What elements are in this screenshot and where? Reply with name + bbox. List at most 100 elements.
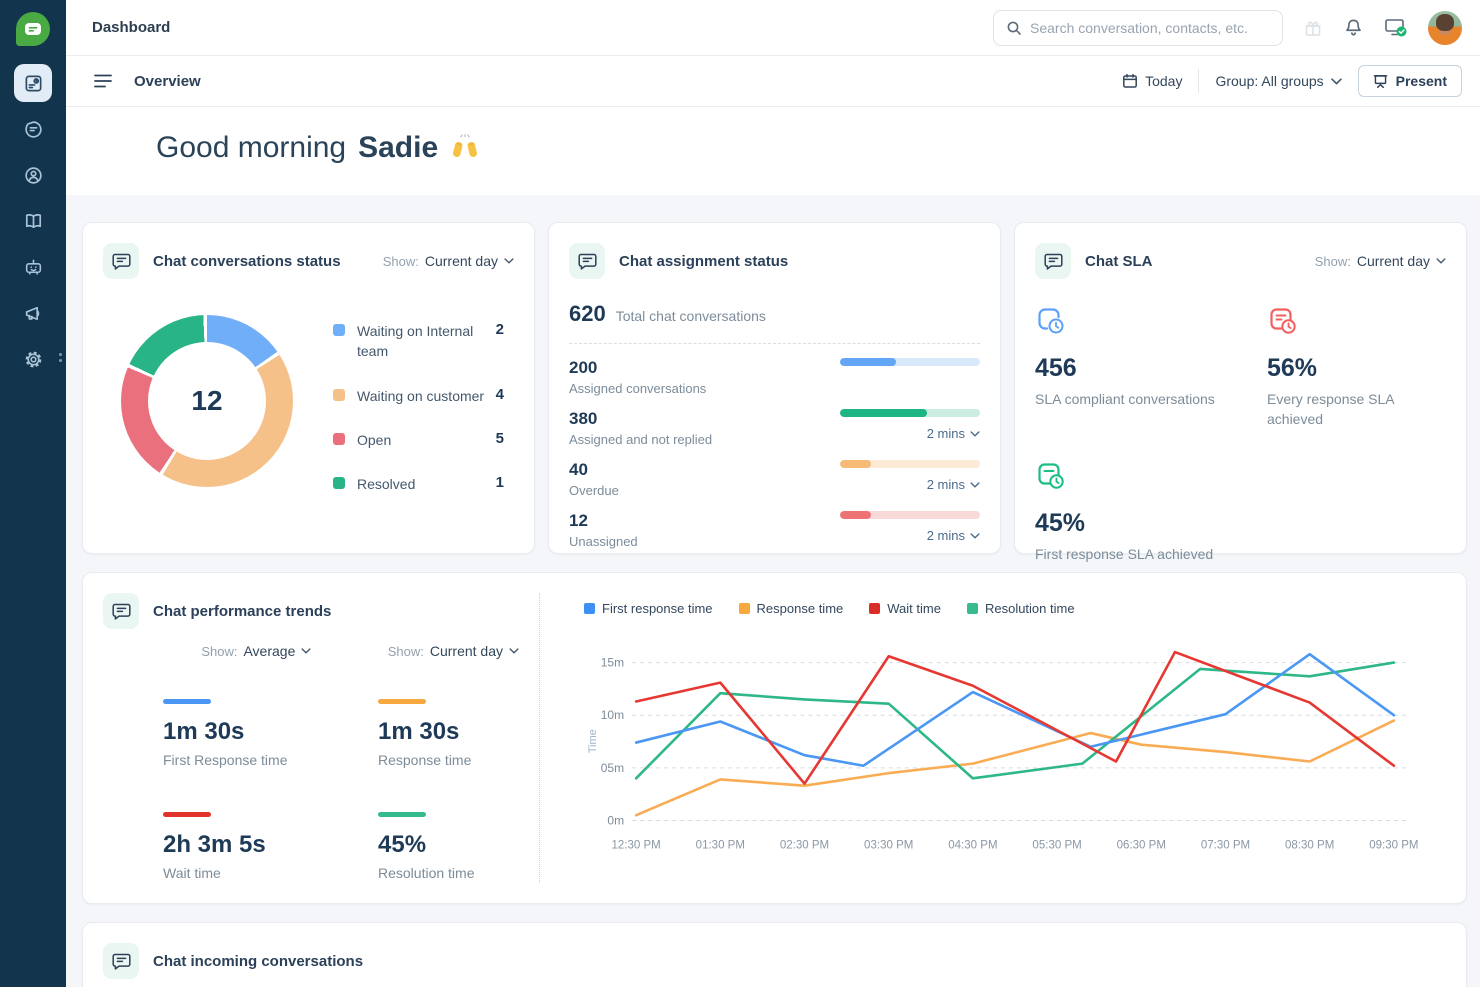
stat-color-dash — [378, 812, 426, 817]
svg-text:10m: 10m — [601, 708, 624, 722]
mins-dropdown[interactable]: 2 mins — [927, 528, 980, 543]
legend-item: Resolved 1 — [333, 474, 514, 494]
raising-hands-icon — [453, 134, 478, 157]
svg-text:15m: 15m — [601, 656, 624, 670]
svg-text:05:30 PM: 05:30 PM — [1032, 840, 1081, 852]
legend-swatch — [333, 324, 345, 336]
section-title: Overview — [134, 72, 201, 90]
status-show-dropdown[interactable]: Show: Current day — [383, 253, 514, 269]
chat-assignment-status-card: Chat assignment status 620 Total chat co… — [548, 222, 1001, 554]
bot-icon — [25, 259, 41, 275]
chevron-down-icon — [970, 532, 980, 539]
search-icon — [1007, 21, 1021, 35]
legend-item: Waiting on Internal team 2 — [333, 321, 514, 362]
progress-meter — [840, 358, 980, 366]
chat-bubble-icon — [111, 953, 131, 970]
legend-swatch — [738, 603, 750, 614]
whats-new-button[interactable] — [1303, 18, 1323, 38]
sla-stat: 56% Every response SLA achieved — [1267, 305, 1446, 430]
period-show-dropdown[interactable]: Show: Current day — [388, 643, 519, 659]
greeting-name: Sadie — [358, 131, 439, 164]
donut-total: 12 — [191, 385, 223, 416]
notifications-button[interactable] — [1343, 17, 1364, 38]
mins-dropdown[interactable]: 2 mins — [927, 477, 980, 492]
group-filter[interactable]: Group: All groups — [1215, 73, 1342, 89]
chevron-down-icon — [1436, 258, 1446, 264]
greeting-prefix: Good morning — [156, 131, 347, 164]
assignment-row: 200 Assigned conversations — [569, 358, 980, 396]
toolbar-divider — [1198, 69, 1200, 93]
mins-dropdown[interactable]: 2 mins — [927, 426, 980, 441]
legend-item: Response time — [738, 601, 843, 616]
group-filter-label: Group: All groups — [1215, 73, 1324, 89]
chat-bubble-icon — [111, 603, 131, 620]
sidebar-item-settings[interactable] — [14, 340, 62, 378]
reports-icon — [25, 75, 41, 91]
progress-meter — [840, 460, 980, 468]
chat-logo-icon — [25, 23, 41, 35]
user-avatar[interactable] — [1428, 10, 1462, 45]
svg-text:12:30 PM: 12:30 PM — [611, 840, 660, 852]
svg-text:07:30 PM: 07:30 PM — [1201, 840, 1250, 852]
greeting-text: Good morning Sadie — [156, 131, 1480, 165]
metric-show-dropdown[interactable]: Show: Average — [201, 643, 311, 659]
hamburger-icon[interactable] — [94, 74, 112, 88]
svg-text:04:30 PM: 04:30 PM — [948, 840, 997, 852]
perf-stat: 45% Resolution time — [378, 812, 519, 881]
search-input[interactable] — [1030, 19, 1270, 36]
svg-text:05m: 05m — [601, 761, 624, 775]
card-chat-badge — [1035, 243, 1071, 279]
top-header: Dashboard — [66, 0, 1480, 56]
date-filter-label: Today — [1145, 73, 1183, 89]
sla-clock-icon — [1038, 462, 1064, 489]
svg-text:09:30 PM: 09:30 PM — [1369, 840, 1418, 852]
desktop-status-icon — [1385, 18, 1407, 36]
present-button[interactable]: Present — [1357, 65, 1462, 97]
chevron-down-icon — [504, 258, 514, 264]
legend-swatch — [869, 603, 881, 614]
chat-performance-trends-card: Chat performance trends Show: Average Sh… — [82, 572, 1467, 904]
trend-chart-legend: First response time Response time Wait t… — [584, 601, 1446, 616]
agent-status-button[interactable] — [1384, 17, 1408, 39]
legend-item: Open 5 — [333, 430, 514, 450]
sidebar-item-conversations[interactable] — [14, 110, 52, 148]
gear-icon — [25, 351, 41, 367]
greeting-band: Good morning Sadie — [66, 107, 1480, 195]
sidebar-item-contacts[interactable] — [14, 156, 52, 194]
card-title: Chat SLA — [1085, 252, 1153, 270]
gift-icon — [1305, 21, 1321, 36]
card-title: Chat conversations status — [153, 252, 341, 270]
progress-meter — [840, 409, 980, 417]
chat-bubble-icon — [577, 253, 597, 270]
sidebar-item-reports[interactable] — [14, 64, 52, 102]
card-title: Chat incoming conversations — [153, 952, 364, 970]
stat-color-dash — [163, 812, 211, 817]
assignment-row: 40 Overdue 2 mins — [569, 460, 980, 498]
sla-stat: 456 SLA compliant conversations — [1035, 305, 1267, 430]
perf-stat: 1m 30s Response time — [378, 699, 519, 768]
svg-text:03:30 PM: 03:30 PM — [864, 840, 913, 852]
more-options-dots[interactable] — [59, 353, 62, 362]
assignment-row: 380 Assigned and not replied 2 mins — [569, 409, 980, 447]
svg-text:Time: Time — [587, 729, 599, 753]
svg-text:01:30 PM: 01:30 PM — [696, 840, 745, 852]
svg-text:08:30 PM: 08:30 PM — [1285, 840, 1334, 852]
total-conversations-label: Total chat conversations — [615, 308, 766, 324]
calendar-icon — [1123, 73, 1138, 88]
stat-color-dash — [378, 699, 426, 704]
chat-conversations-status-card: Chat conversations status Show: Current … — [82, 222, 535, 554]
dashboard-content: Good morning Sadie — [66, 107, 1480, 987]
chat-incoming-conversations-card: Chat incoming conversations — [82, 922, 1467, 987]
date-filter[interactable]: Today — [1122, 73, 1182, 89]
present-icon — [1373, 74, 1387, 88]
sidebar-item-knowledge-base[interactable] — [14, 202, 52, 240]
conversations-icon — [24, 120, 42, 138]
svg-text:02:30 PM: 02:30 PM — [780, 840, 829, 852]
sla-show-dropdown[interactable]: Show: Current day — [1315, 253, 1446, 269]
sidebar-item-campaigns[interactable] — [14, 294, 52, 332]
donut-legend: Waiting on Internal team 2 Waiting on cu… — [333, 321, 514, 494]
freshchat-logo[interactable] — [16, 12, 50, 46]
sidebar-item-bot[interactable] — [14, 248, 52, 286]
card-chat-badge — [103, 243, 139, 279]
global-search[interactable] — [993, 9, 1283, 46]
